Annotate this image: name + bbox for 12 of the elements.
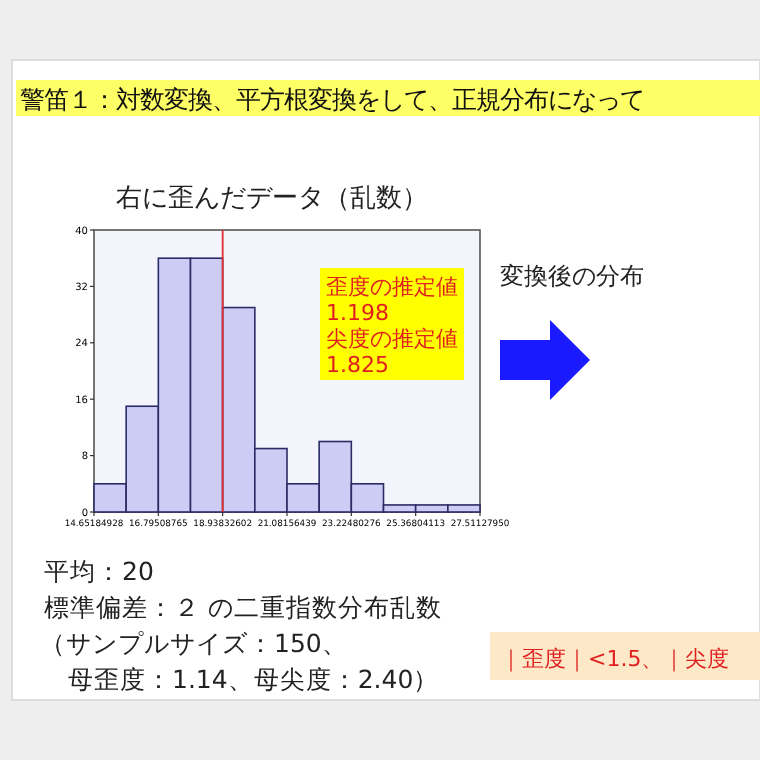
- text: （サンプルサイズ：150、: [40, 628, 348, 658]
- text: 母歪度：1.14、母尖度：2.40）: [68, 664, 440, 694]
- text: 標準偏差：２ の二重指数分布乱数: [44, 592, 442, 622]
- chart-subtitle: 右に歪んだデータ（乱数）: [116, 184, 428, 214]
- annotation: 尖度の推定値: [326, 326, 458, 352]
- chart-title: 警笛１：対数変換、平方根変換をして、正規分布になって: [20, 84, 644, 114]
- text: 変換後の分布: [500, 262, 644, 290]
- text: 平均：20: [44, 556, 154, 586]
- annotation: 1.825: [326, 352, 389, 378]
- annotation: 1.198: [326, 300, 389, 326]
- annotation: 歪度の推定値: [326, 274, 458, 300]
- text: ｜歪度｜<1.5、｜尖度: [500, 646, 730, 672]
